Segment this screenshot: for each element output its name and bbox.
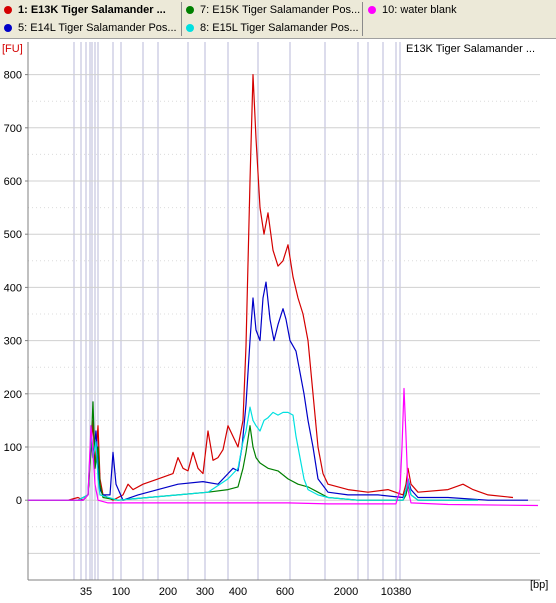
y-tick-label: 400 — [4, 282, 22, 294]
y-tick-label: 500 — [4, 229, 22, 241]
y-tick-label: 300 — [4, 336, 22, 348]
legend-label-1: 1: E13K Tiger Salamander ... — [18, 4, 166, 16]
legend-divider — [181, 2, 182, 36]
legend-item-5[interactable]: 5: E14L Tiger Salamander Pos... — [4, 20, 178, 36]
legend-bar: 1: E13K Tiger Salamander ... 5: E14L Tig… — [0, 0, 556, 39]
series-line-1 — [28, 74, 514, 501]
legend-dot-10 — [368, 6, 376, 14]
grid — [28, 42, 540, 580]
x-tick-label: 300 — [196, 586, 214, 598]
legend-divider — [362, 2, 363, 36]
legend-item-8[interactable]: 8: E15L Tiger Salamander Pos... — [186, 20, 360, 36]
x-tick-label: 35 — [80, 586, 92, 598]
legend-item-7[interactable]: 7: E15K Tiger Salamander Pos... — [186, 2, 360, 18]
series-line-5 — [28, 387, 539, 507]
legend-item-1[interactable]: 1: E13K Tiger Salamander ... — [4, 2, 178, 18]
y-tick-label: 200 — [4, 389, 22, 401]
legend-dot-8 — [186, 24, 194, 32]
x-tick-label: 200 — [159, 586, 177, 598]
y-tick-label: 800 — [4, 70, 22, 82]
electropherogram-chart: 0 100 200 300 400 500 600 700 800 35 100 200 300 400 6… — [2, 42, 548, 598]
x-axis-label: [bp] — [530, 579, 548, 591]
x-tick-label: 2000 — [334, 586, 358, 598]
y-tick-label: 600 — [4, 176, 22, 188]
legend-label-10: 10: water blank — [382, 4, 457, 16]
legend-label-8: 8: E15L Tiger Salamander Pos... — [200, 22, 359, 34]
legend-item-10[interactable]: 10: water blank — [368, 2, 548, 18]
series-layer — [28, 74, 539, 507]
y-tick-label: 100 — [4, 442, 22, 454]
legend-label-7: 7: E15K Tiger Salamander Pos... — [200, 4, 360, 16]
x-tick-label: 100 — [112, 586, 130, 598]
legend-label-5: 5: E14L Tiger Salamander Pos... — [18, 22, 177, 34]
series-line-2 — [28, 281, 528, 501]
legend-dot-7 — [186, 6, 194, 14]
y-axis-label: [FU] — [2, 43, 23, 55]
x-tick-label: 10380 — [381, 586, 412, 598]
axes: 0 100 200 300 400 500 600 700 800 35 100 200 300 400 6… — [4, 42, 540, 598]
x-tick-label: 400 — [229, 586, 247, 598]
x-tick-label: 600 — [276, 586, 294, 598]
y-tick-label: 0 — [16, 495, 22, 507]
legend-dot-5 — [4, 24, 12, 32]
chart-title: E13K Tiger Salamander ... — [406, 43, 535, 55]
series-line-4 — [28, 406, 478, 501]
legend-dot-1 — [4, 6, 12, 14]
y-tick-label: 700 — [4, 123, 22, 135]
